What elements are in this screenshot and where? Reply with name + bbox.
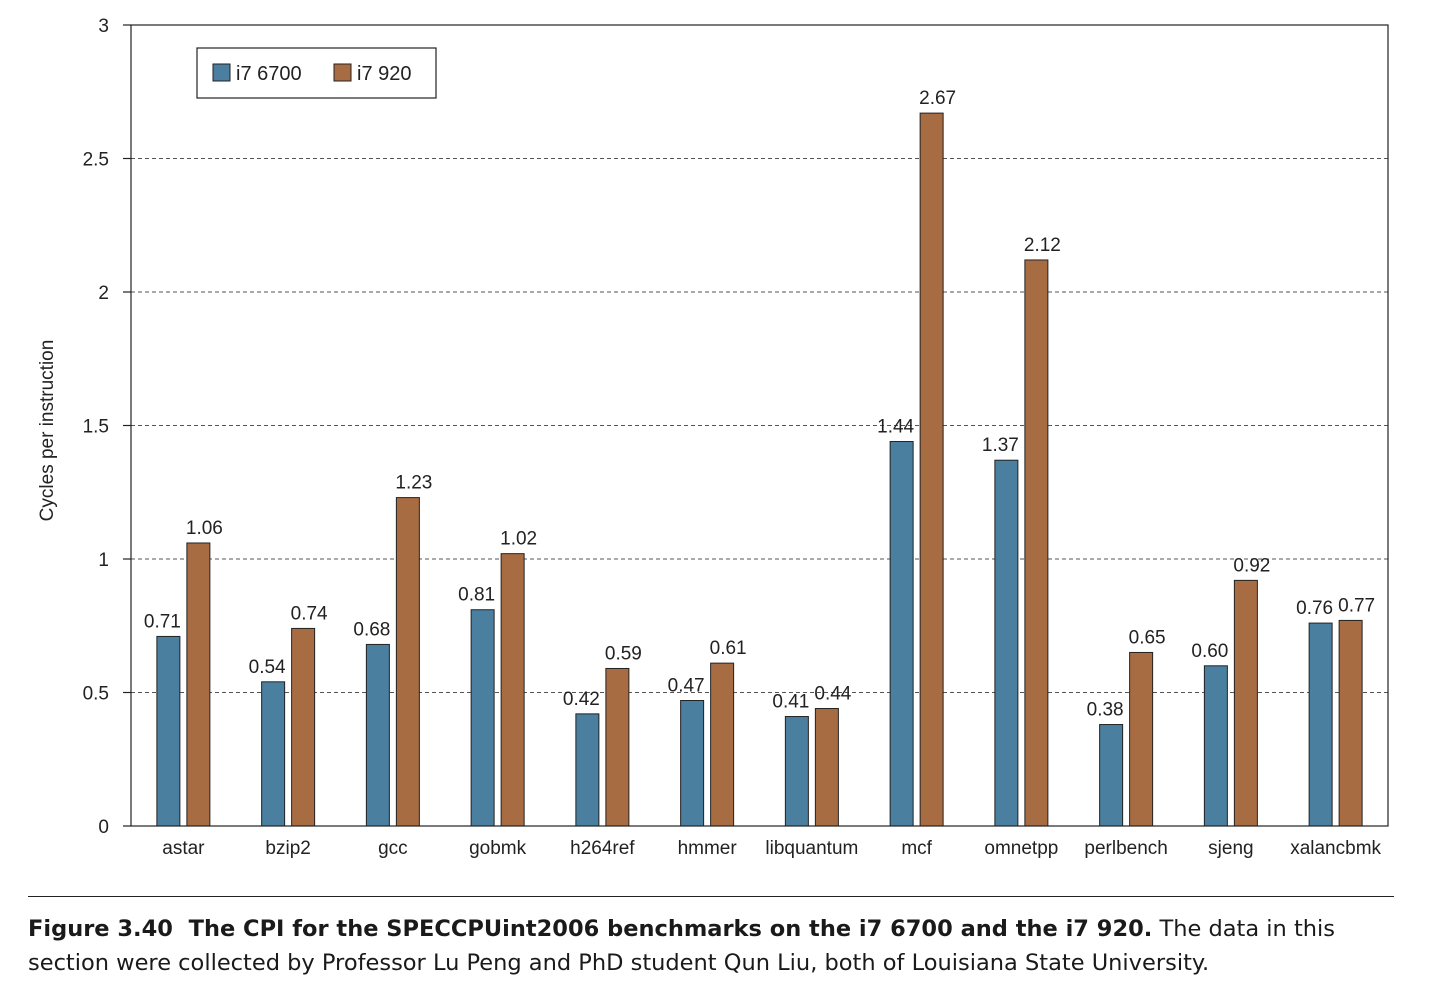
data-label: 0.60 <box>1191 641 1228 662</box>
data-label: 2.67 <box>919 88 956 109</box>
x-category-label: sjeng <box>1208 838 1253 859</box>
data-label: 0.74 <box>291 603 328 624</box>
bar <box>889 441 914 827</box>
bar <box>261 681 286 827</box>
figure-title: The CPI for the SPECCPUint2006 benchmark… <box>188 916 1153 942</box>
figure-caption: Figure 3.40 The CPI for the SPECCPUint20… <box>28 912 1408 980</box>
bar <box>919 112 944 827</box>
y-axis-title: Cycles per instruction <box>37 340 58 522</box>
y-tick-label: 1.5 <box>83 417 109 438</box>
y-tick-label: 2.5 <box>83 150 109 171</box>
plot-frame <box>130 24 1389 827</box>
data-label: 0.47 <box>668 676 705 697</box>
x-axis-categories: astar bzip2 gcc gobmk h264ref hmmer libquantum… <box>162 838 1381 859</box>
bar <box>605 667 630 827</box>
legend-box <box>196 47 437 99</box>
bar <box>1233 579 1258 827</box>
x-category-label: xalancbmk <box>1290 838 1381 859</box>
y-tick-label: 0.5 <box>83 684 109 705</box>
legend-label-i7-6700: i7 6700 <box>236 63 302 85</box>
y-tick-label: 3 <box>98 16 109 37</box>
data-label: 0.59 <box>605 643 642 664</box>
bar <box>680 700 705 827</box>
bar <box>395 497 420 827</box>
bar <box>291 627 316 827</box>
caption-divider <box>28 896 1394 897</box>
data-label: 1.06 <box>186 518 223 539</box>
data-label: 0.54 <box>249 657 286 678</box>
legend-swatch-i7-920 <box>333 63 352 82</box>
bar <box>710 662 735 827</box>
x-category-label: omnetpp <box>984 838 1058 859</box>
data-label: 2.12 <box>1024 235 1061 256</box>
data-label: 1.23 <box>395 473 432 494</box>
legend-swatch-i7-6700 <box>212 63 231 82</box>
x-category-label: astar <box>162 838 205 859</box>
bar <box>784 716 809 827</box>
data-label: 1.44 <box>877 417 914 438</box>
legend: i7 6700 i7 920 <box>196 47 437 99</box>
y-tick-label: 1 <box>98 550 109 571</box>
bar <box>994 459 1019 827</box>
x-category-label: hmmer <box>678 838 738 859</box>
x-category-label: h264ref <box>570 838 635 859</box>
y-tick-label: 0 <box>98 817 109 838</box>
x-category-label: gcc <box>378 838 408 859</box>
figure-caption-text: The data in this section were collected … <box>28 916 1336 976</box>
bar <box>1099 724 1124 827</box>
data-label: 0.38 <box>1087 700 1124 721</box>
figure-label: Figure 3.40 <box>28 916 173 942</box>
data-label: 0.44 <box>814 684 851 705</box>
bar <box>470 609 495 827</box>
bar <box>1308 622 1333 827</box>
bar <box>1203 665 1228 827</box>
bar <box>814 708 839 827</box>
bar <box>500 553 525 827</box>
data-label: 0.41 <box>772 692 809 713</box>
data-label: 0.76 <box>1296 598 1333 619</box>
bars <box>156 112 1363 827</box>
bar <box>1338 619 1363 827</box>
bar <box>156 635 181 827</box>
bar <box>186 542 211 827</box>
bar <box>575 713 600 827</box>
x-category-label: mcf <box>901 838 932 859</box>
bar <box>365 643 390 827</box>
data-label: 0.42 <box>563 689 600 710</box>
cpi-bar-chart: 00.511.522.53 0.711.060.540.740.681.230.… <box>37 16 1389 859</box>
legend-label-i7-920: i7 920 <box>357 63 412 85</box>
y-tick-label: 2 <box>98 283 109 304</box>
bar <box>1024 259 1049 827</box>
data-label: 0.71 <box>144 611 181 632</box>
x-category-label: libquantum <box>765 838 858 859</box>
data-label: 0.92 <box>1233 555 1270 576</box>
data-label: 0.68 <box>353 619 390 640</box>
data-label: 0.77 <box>1338 595 1375 616</box>
data-label: 1.02 <box>500 529 537 550</box>
data-label: 0.81 <box>458 585 495 606</box>
data-label: 0.65 <box>1129 627 1166 648</box>
x-category-label: perlbench <box>1084 838 1167 859</box>
y-axis-ticks: 0 0.5 1 1.5 2 2.5 3 <box>83 16 131 838</box>
x-category-label: bzip2 <box>265 838 310 859</box>
x-category-label: gobmk <box>469 838 527 859</box>
bar <box>1129 651 1154 827</box>
data-label: 1.37 <box>982 435 1019 456</box>
data-label: 0.61 <box>710 638 747 659</box>
data-labels: 0.71 1.06 0.54 0.74 0.68 1.23 0.81 1.02 0.42 0.59… <box>144 88 1375 720</box>
